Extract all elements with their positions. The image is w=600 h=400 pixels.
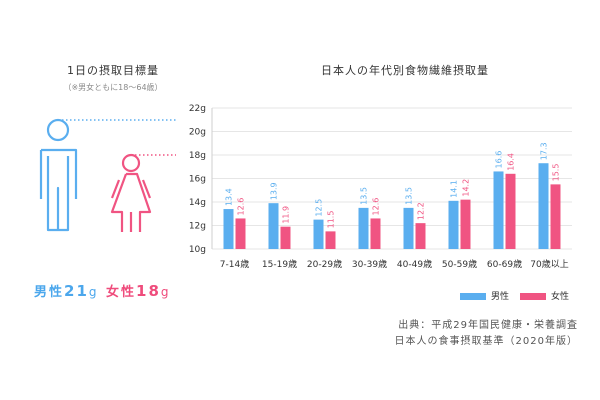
x-tick-label: 20-29歳 [307,258,342,270]
bar-male [448,200,459,249]
x-tick-label: 7-14歳 [220,258,249,270]
x-tick-label: 70歳以上 [530,258,568,270]
y-tick-label: 14g [189,198,206,208]
target-intake-title: 1日の摂取目標量 [67,64,159,77]
y-tick-label: 12g [189,222,206,232]
legend-item-male: 男性 [460,289,509,302]
data-label-female: 16.4 [507,153,516,171]
female-target-label: 女性18g [106,281,171,300]
data-label-male: 16.6 [495,151,504,169]
male-target-unit: g [88,285,99,299]
legend-swatch-female [520,293,546,300]
female-target-value: 18 [136,282,161,300]
bar-male [403,207,414,249]
bar-female [370,218,381,249]
source-line-1: 出典：平成29年国民健康・栄養調査 [398,320,578,331]
male-figure-icon [39,118,78,232]
bar-male [358,207,369,249]
bar-male [268,203,279,249]
x-tick-label: 30-39歳 [352,258,387,270]
bar-female [415,223,426,249]
data-label-male: 13.9 [270,182,279,200]
female-figure-icon [110,153,152,232]
data-label-female: 15.5 [552,164,561,182]
source-note: 出典：平成29年国民健康・栄養調査 日本人の食事摂取基準（2020年版） [395,318,578,350]
female-target-unit: g [160,285,171,299]
male-label-text: 男性 [34,285,65,300]
y-tick-label: 22g [189,104,206,114]
bar-female [325,231,336,249]
target-intake-panel: 1日の摂取目標量 （※男女ともに18～64歳） 男性21g 女性18g [0,0,200,400]
x-tick-label: 40-49歳 [397,258,432,270]
y-tick-label: 20g [189,128,206,138]
x-tick-label: 60-69歳 [487,258,522,270]
data-label-female: 11.5 [327,211,336,229]
y-tick-label: 16g [189,175,206,185]
bar-female [280,226,291,249]
bar-male [538,163,549,249]
bar-female [505,173,516,249]
data-label-female: 12.6 [237,198,246,216]
bar-male [313,219,324,249]
male-target-label: 男性21g [34,281,99,300]
bar-female [235,218,246,249]
data-label-male: 17.3 [540,142,549,160]
bar-male [493,171,504,249]
source-line-2: 日本人の食事摂取基準（2020年版） [394,336,578,347]
chart-title: 日本人の年代別食物繊維摂取量 [321,64,489,77]
legend-swatch-male [460,293,486,300]
data-label-male: 12.5 [315,199,324,217]
data-label-female: 11.9 [282,206,291,224]
data-label-male: 13.5 [360,187,369,205]
y-tick-label: 10g [189,245,206,255]
female-label-text: 女性 [106,285,137,300]
x-tick-label: 50-59歳 [442,258,477,270]
data-label-female: 12.6 [372,198,381,216]
data-label-female: 14.2 [462,179,471,197]
y-tick-label: 18g [189,151,206,161]
legend-label-male: 男性 [491,292,510,302]
bar-male [223,209,234,249]
legend-item-female: 女性 [520,289,569,302]
male-target-value: 21 [64,282,89,300]
data-label-female: 12.2 [417,202,426,220]
data-label-male: 14.1 [450,180,459,198]
data-label-male: 13.4 [225,188,234,206]
bar-female [550,184,561,249]
data-label-male: 13.5 [405,187,414,205]
x-tick-label: 15-19歳 [262,258,297,270]
legend-label-female: 女性 [551,292,570,302]
target-intake-note: （※男女ともに18～64歳） [63,83,163,92]
bar-female [460,199,471,249]
